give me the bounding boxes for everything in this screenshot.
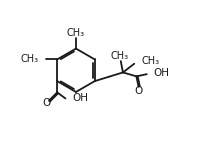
Text: OH: OH: [153, 68, 169, 78]
Text: O: O: [42, 98, 51, 108]
Text: CH₃: CH₃: [21, 54, 39, 64]
Text: CH₃: CH₃: [111, 51, 129, 61]
Text: O: O: [135, 86, 143, 96]
Text: CH₃: CH₃: [67, 28, 85, 38]
Text: OH: OH: [72, 93, 88, 103]
Text: CH₃: CH₃: [142, 55, 160, 66]
